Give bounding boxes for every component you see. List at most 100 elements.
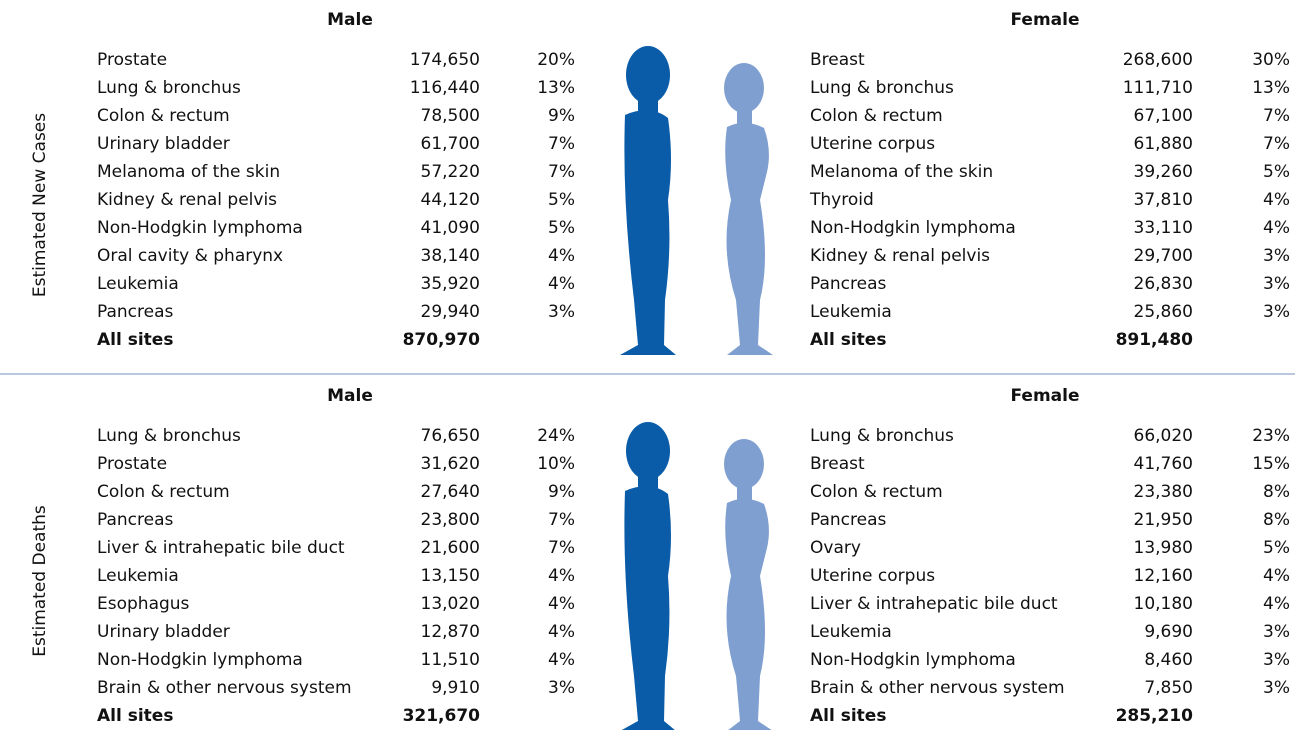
percent: 3% — [548, 678, 575, 698]
percent: 4% — [548, 566, 575, 586]
percent: 20% — [537, 50, 575, 70]
site-name: Kidney & renal pelvis — [97, 190, 277, 210]
count: 37,810 — [1134, 190, 1193, 210]
count: 26,830 — [1134, 274, 1193, 294]
site-name: Ovary — [810, 538, 861, 558]
percent: 7% — [548, 134, 575, 154]
count: 8,460 — [1144, 650, 1193, 670]
count: 61,880 — [1134, 134, 1193, 154]
percent: 3% — [1263, 622, 1290, 642]
count: 111,710 — [1123, 78, 1193, 98]
count: 31,620 — [421, 454, 480, 474]
count: 29,700 — [1134, 246, 1193, 266]
site-name: Melanoma of the skin — [810, 162, 993, 182]
percent: 24% — [537, 426, 575, 446]
count: 33,110 — [1134, 218, 1193, 238]
site-name: Colon & rectum — [810, 106, 943, 126]
site-name: Non-Hodgkin lymphoma — [810, 218, 1016, 238]
percent: 4% — [548, 274, 575, 294]
total-label: All sites — [810, 706, 886, 726]
total-count: 870,970 — [403, 330, 481, 350]
site-name: Brain & other nervous system — [810, 678, 1065, 698]
total-count: 285,210 — [1116, 706, 1194, 726]
percent: 13% — [1252, 78, 1290, 98]
site-name: Urinary bladder — [97, 134, 230, 154]
site-name: Colon & rectum — [97, 106, 230, 126]
count: 57,220 — [421, 162, 480, 182]
percent: 7% — [548, 538, 575, 558]
site-name: Leukemia — [810, 622, 892, 642]
silhouettes — [620, 46, 773, 355]
percent: 7% — [1263, 106, 1290, 126]
site-name: Leukemia — [810, 302, 892, 322]
site-name: Oral cavity & pharynx — [97, 246, 283, 266]
count: 268,600 — [1123, 50, 1193, 70]
site-name: Prostate — [97, 50, 167, 70]
percent: 5% — [1263, 162, 1290, 182]
count: 27,640 — [421, 482, 480, 502]
total-count: 321,670 — [403, 706, 481, 726]
total-label: All sites — [97, 706, 173, 726]
percent: 4% — [548, 246, 575, 266]
count: 61,700 — [421, 134, 480, 154]
percent: 4% — [1263, 566, 1290, 586]
count: 67,100 — [1134, 106, 1193, 126]
male-head — [626, 46, 670, 104]
count: 66,020 — [1134, 426, 1193, 446]
percent: 30% — [1252, 50, 1290, 70]
section-label: Estimated New Cases — [30, 113, 50, 297]
site-name: Leukemia — [97, 274, 179, 294]
site-name: Lung & bronchus — [97, 78, 241, 98]
percent: 7% — [548, 162, 575, 182]
site-name: Pancreas — [810, 274, 887, 294]
site-name: Colon & rectum — [810, 482, 943, 502]
percent: 4% — [1263, 594, 1290, 614]
group-title: Male — [327, 386, 373, 406]
site-name: Pancreas — [97, 302, 174, 322]
count: 23,800 — [421, 510, 480, 530]
percent: 5% — [548, 218, 575, 238]
percent: 4% — [548, 622, 575, 642]
count: 12,870 — [421, 622, 480, 642]
site-name: Melanoma of the skin — [97, 162, 280, 182]
site-name: Pancreas — [810, 510, 887, 530]
female-body — [725, 123, 773, 355]
silhouettes — [620, 422, 773, 730]
percent: 4% — [548, 650, 575, 670]
count: 13,020 — [421, 594, 480, 614]
site-name: Colon & rectum — [97, 482, 230, 502]
percent: 3% — [548, 302, 575, 322]
site-name: Thyroid — [809, 190, 874, 210]
percent: 8% — [1263, 482, 1290, 502]
site-name: Uterine corpus — [810, 566, 935, 586]
percent: 7% — [1263, 134, 1290, 154]
page: Estimated New CasesMaleProstate174,65020… — [0, 0, 1295, 730]
count: 41,090 — [421, 218, 480, 238]
percent: 5% — [548, 190, 575, 210]
count: 78,500 — [421, 106, 480, 126]
percent: 15% — [1252, 454, 1290, 474]
percent: 10% — [537, 454, 575, 474]
site-name: Lung & bronchus — [810, 426, 954, 446]
site-name: Kidney & renal pelvis — [810, 246, 990, 266]
site-name: Breast — [810, 50, 865, 70]
site-name: Breast — [810, 454, 865, 474]
count: 39,260 — [1134, 162, 1193, 182]
percent: 3% — [1263, 650, 1290, 670]
percent: 9% — [548, 106, 575, 126]
percent: 4% — [1263, 190, 1290, 210]
total-label: All sites — [97, 330, 173, 350]
count: 7,850 — [1144, 678, 1193, 698]
group-title: Female — [1011, 386, 1080, 406]
total-label: All sites — [810, 330, 886, 350]
count: 11,510 — [421, 650, 480, 670]
percent: 3% — [1263, 246, 1290, 266]
count: 21,950 — [1134, 510, 1193, 530]
site-name: Urinary bladder — [97, 622, 230, 642]
count: 9,690 — [1144, 622, 1193, 642]
percent: 3% — [1263, 302, 1290, 322]
count: 35,920 — [421, 274, 480, 294]
female-body — [725, 499, 773, 730]
site-name: Leukemia — [97, 566, 179, 586]
percent: 23% — [1252, 426, 1290, 446]
